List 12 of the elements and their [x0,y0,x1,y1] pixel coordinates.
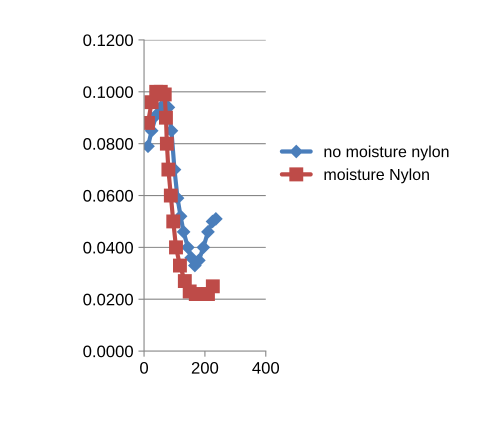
x-tick-label: 400 [252,362,280,374]
y-tick-label: 0.0800 [83,138,133,150]
x-tick-label: 0 [140,362,148,374]
legend-label: no moisture nylon [324,146,448,160]
legend-label: moisture Nylon [324,168,429,184]
y-tick-label: 0.0000 [83,346,133,358]
y-tick-label: 0.0400 [83,242,133,254]
y-tick-label: 0.1000 [83,86,133,98]
y-tick-label: 0.0600 [83,190,133,202]
y-tick-label: 0.0200 [83,294,133,306]
y-tick-label: 0.1200 [83,34,133,46]
x-tick-label: 200 [192,362,218,374]
